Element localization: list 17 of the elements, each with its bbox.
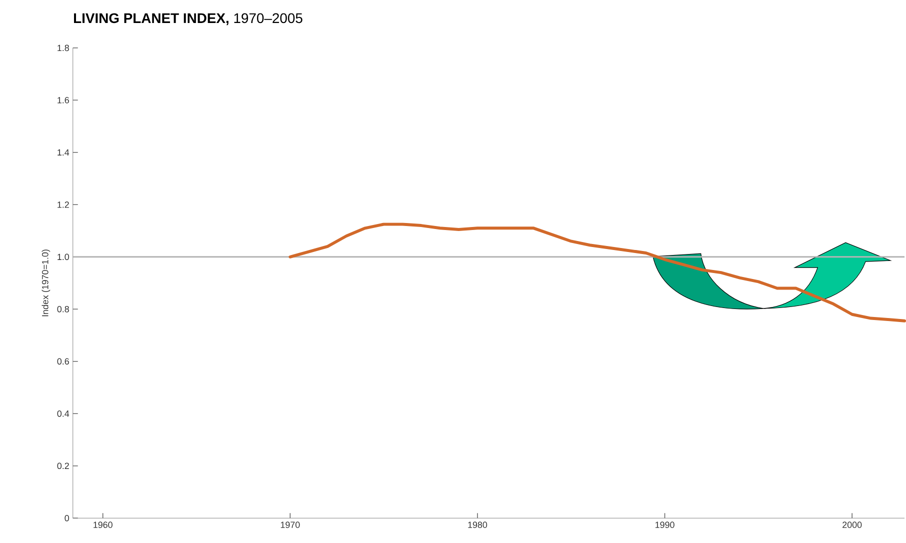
y-tick-label: 1.6 (58, 96, 69, 104)
y-tick-label: 0 (64, 514, 70, 522)
y-tick-label: 1.0 (58, 254, 70, 260)
x-tick-label: 1980 (468, 522, 488, 528)
chart-title: LIVING PLANET INDEX, 1970–2005 (74, 13, 302, 26)
y-tick-label: 1.2 (58, 201, 69, 208)
x-tick-label: 1990 (656, 522, 674, 528)
y-tick-label: 0.4 (57, 410, 70, 417)
y-tick-label: 0.8 (57, 306, 69, 312)
y-tick-label: 1.8 (58, 44, 69, 52)
x-tick-label: 1960 (94, 522, 112, 528)
x-tick-label: 1970 (280, 522, 300, 528)
y-tick-label: 1.4 (58, 149, 70, 156)
y-tick-label: 0.2 (57, 462, 69, 470)
y-tick-label: 0.6 (57, 358, 69, 365)
y-axis-title: Index (1970=1.0) (42, 250, 50, 316)
x-tick-label: 2000 (842, 522, 862, 528)
